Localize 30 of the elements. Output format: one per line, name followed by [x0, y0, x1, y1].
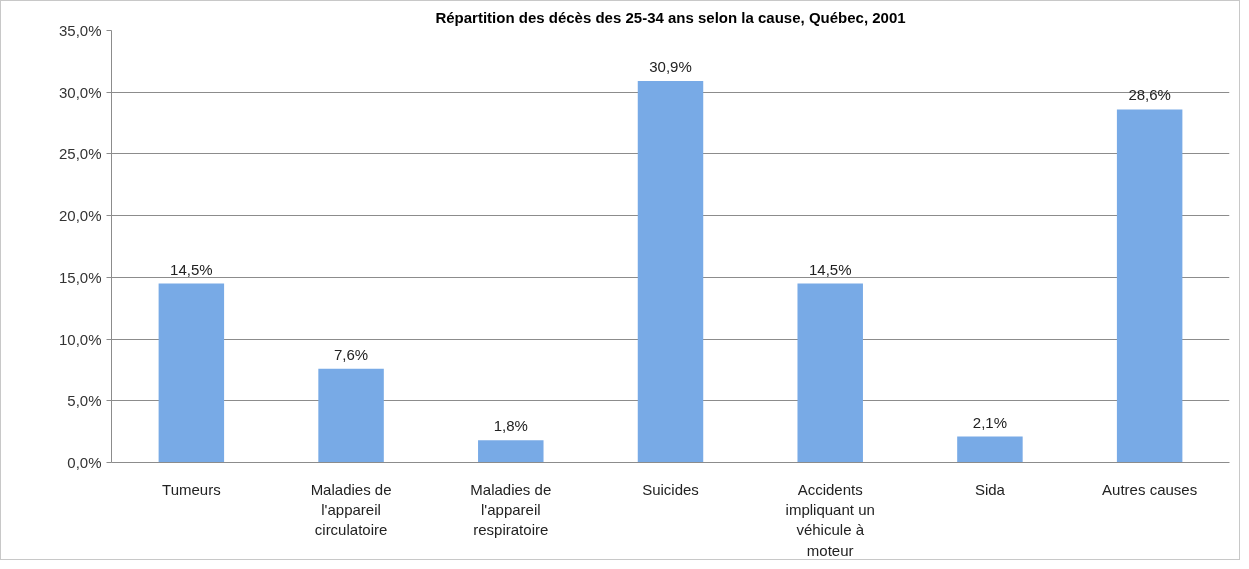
data-label: 14,5%	[808, 260, 852, 278]
y-tick-label: 25,0%	[58, 145, 102, 163]
y-tick-label: 5,0%	[67, 392, 102, 410]
x-tick-label: Tumeurs	[162, 480, 221, 498]
bar	[637, 81, 704, 463]
bar	[1116, 109, 1183, 463]
bar	[158, 283, 225, 463]
bar	[478, 440, 544, 463]
data-label: 30,9%	[649, 58, 692, 76]
y-tick-label: 35,0%	[58, 22, 102, 39]
data-label: 2,1%	[972, 413, 1008, 431]
x-tick-label: Maladies de l'appareil circulatoire	[310, 480, 392, 539]
bar	[318, 368, 384, 463]
y-tick-label: 10,0%	[58, 330, 102, 348]
y-tick-label: 0,0%	[67, 454, 102, 471]
y-tick-label: 20,0%	[58, 207, 102, 225]
x-tick-label: Accidents impliquant un véhicule à moteur	[785, 480, 875, 559]
x-tick-label: Autres causes	[1102, 480, 1198, 498]
data-label: 7,6%	[333, 345, 369, 363]
y-tick-label: 30,0%	[58, 83, 102, 101]
x-tick-label: Maladies de l'appareil respiratoire	[470, 480, 552, 539]
bar	[797, 283, 863, 463]
data-label: 28,6%	[1128, 86, 1171, 104]
bar	[957, 436, 1023, 463]
y-tick-label: 15,0%	[58, 268, 102, 286]
x-tick-label: Sida	[974, 480, 1006, 498]
x-tick-label: Suicides	[642, 480, 699, 498]
chart-title: Répartition des décès des 25-34 ans selon la cause, Québec, 2001	[435, 8, 906, 26]
data-label: 1,8%	[493, 417, 528, 435]
data-label: 14,5%	[170, 260, 213, 278]
